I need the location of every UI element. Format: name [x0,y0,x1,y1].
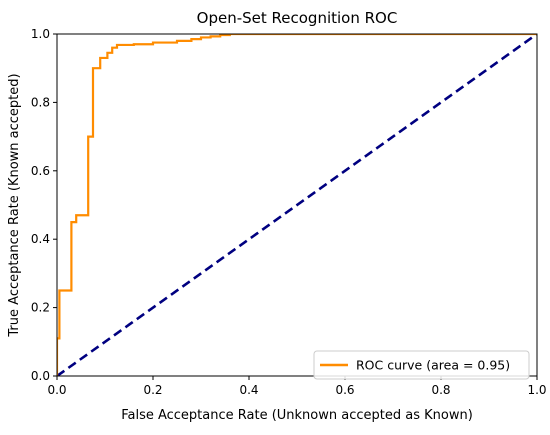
y-tick-label: 0.0 [31,369,50,383]
x-tick-label: 0.0 [47,383,66,397]
x-tick-label: 1.0 [527,383,546,397]
y-tick-label: 1.0 [31,27,50,41]
legend: ROC curve (area = 0.95) [313,350,530,380]
x-tick-label: 0.8 [431,383,450,397]
plot-frame [56,33,538,377]
series-line-roc-curve [57,34,537,376]
y-tick-label: 0.6 [31,164,50,178]
x-tick-label: 0.2 [143,383,162,397]
y-tick-label: 0.2 [31,301,50,315]
x-axis-label: False Acceptance Rate (Unknown accepted … [121,408,473,423]
legend-box [313,350,530,380]
y-tick-label: 0.4 [31,232,50,246]
x-tick-label: 0.6 [335,383,354,397]
x-tick-label: 0.4 [239,383,258,397]
y-tick-label: 0.8 [31,95,50,109]
y-axis-label: True Acceptance Rate (Known accepted) [7,73,22,337]
legend-label-roc-curve: ROC curve (area = 0.95) [356,358,510,373]
y-axis-ticks: 0.0 0.2 0.4 0.6 0.8 1.0 [31,27,57,383]
chart-title: Open-Set Recognition ROC [197,9,398,27]
series-layer [57,34,537,376]
x-axis-ticks: 0.0 0.2 0.4 0.6 0.8 1.0 [47,376,547,397]
series-line-chance-diagonal [57,34,537,376]
